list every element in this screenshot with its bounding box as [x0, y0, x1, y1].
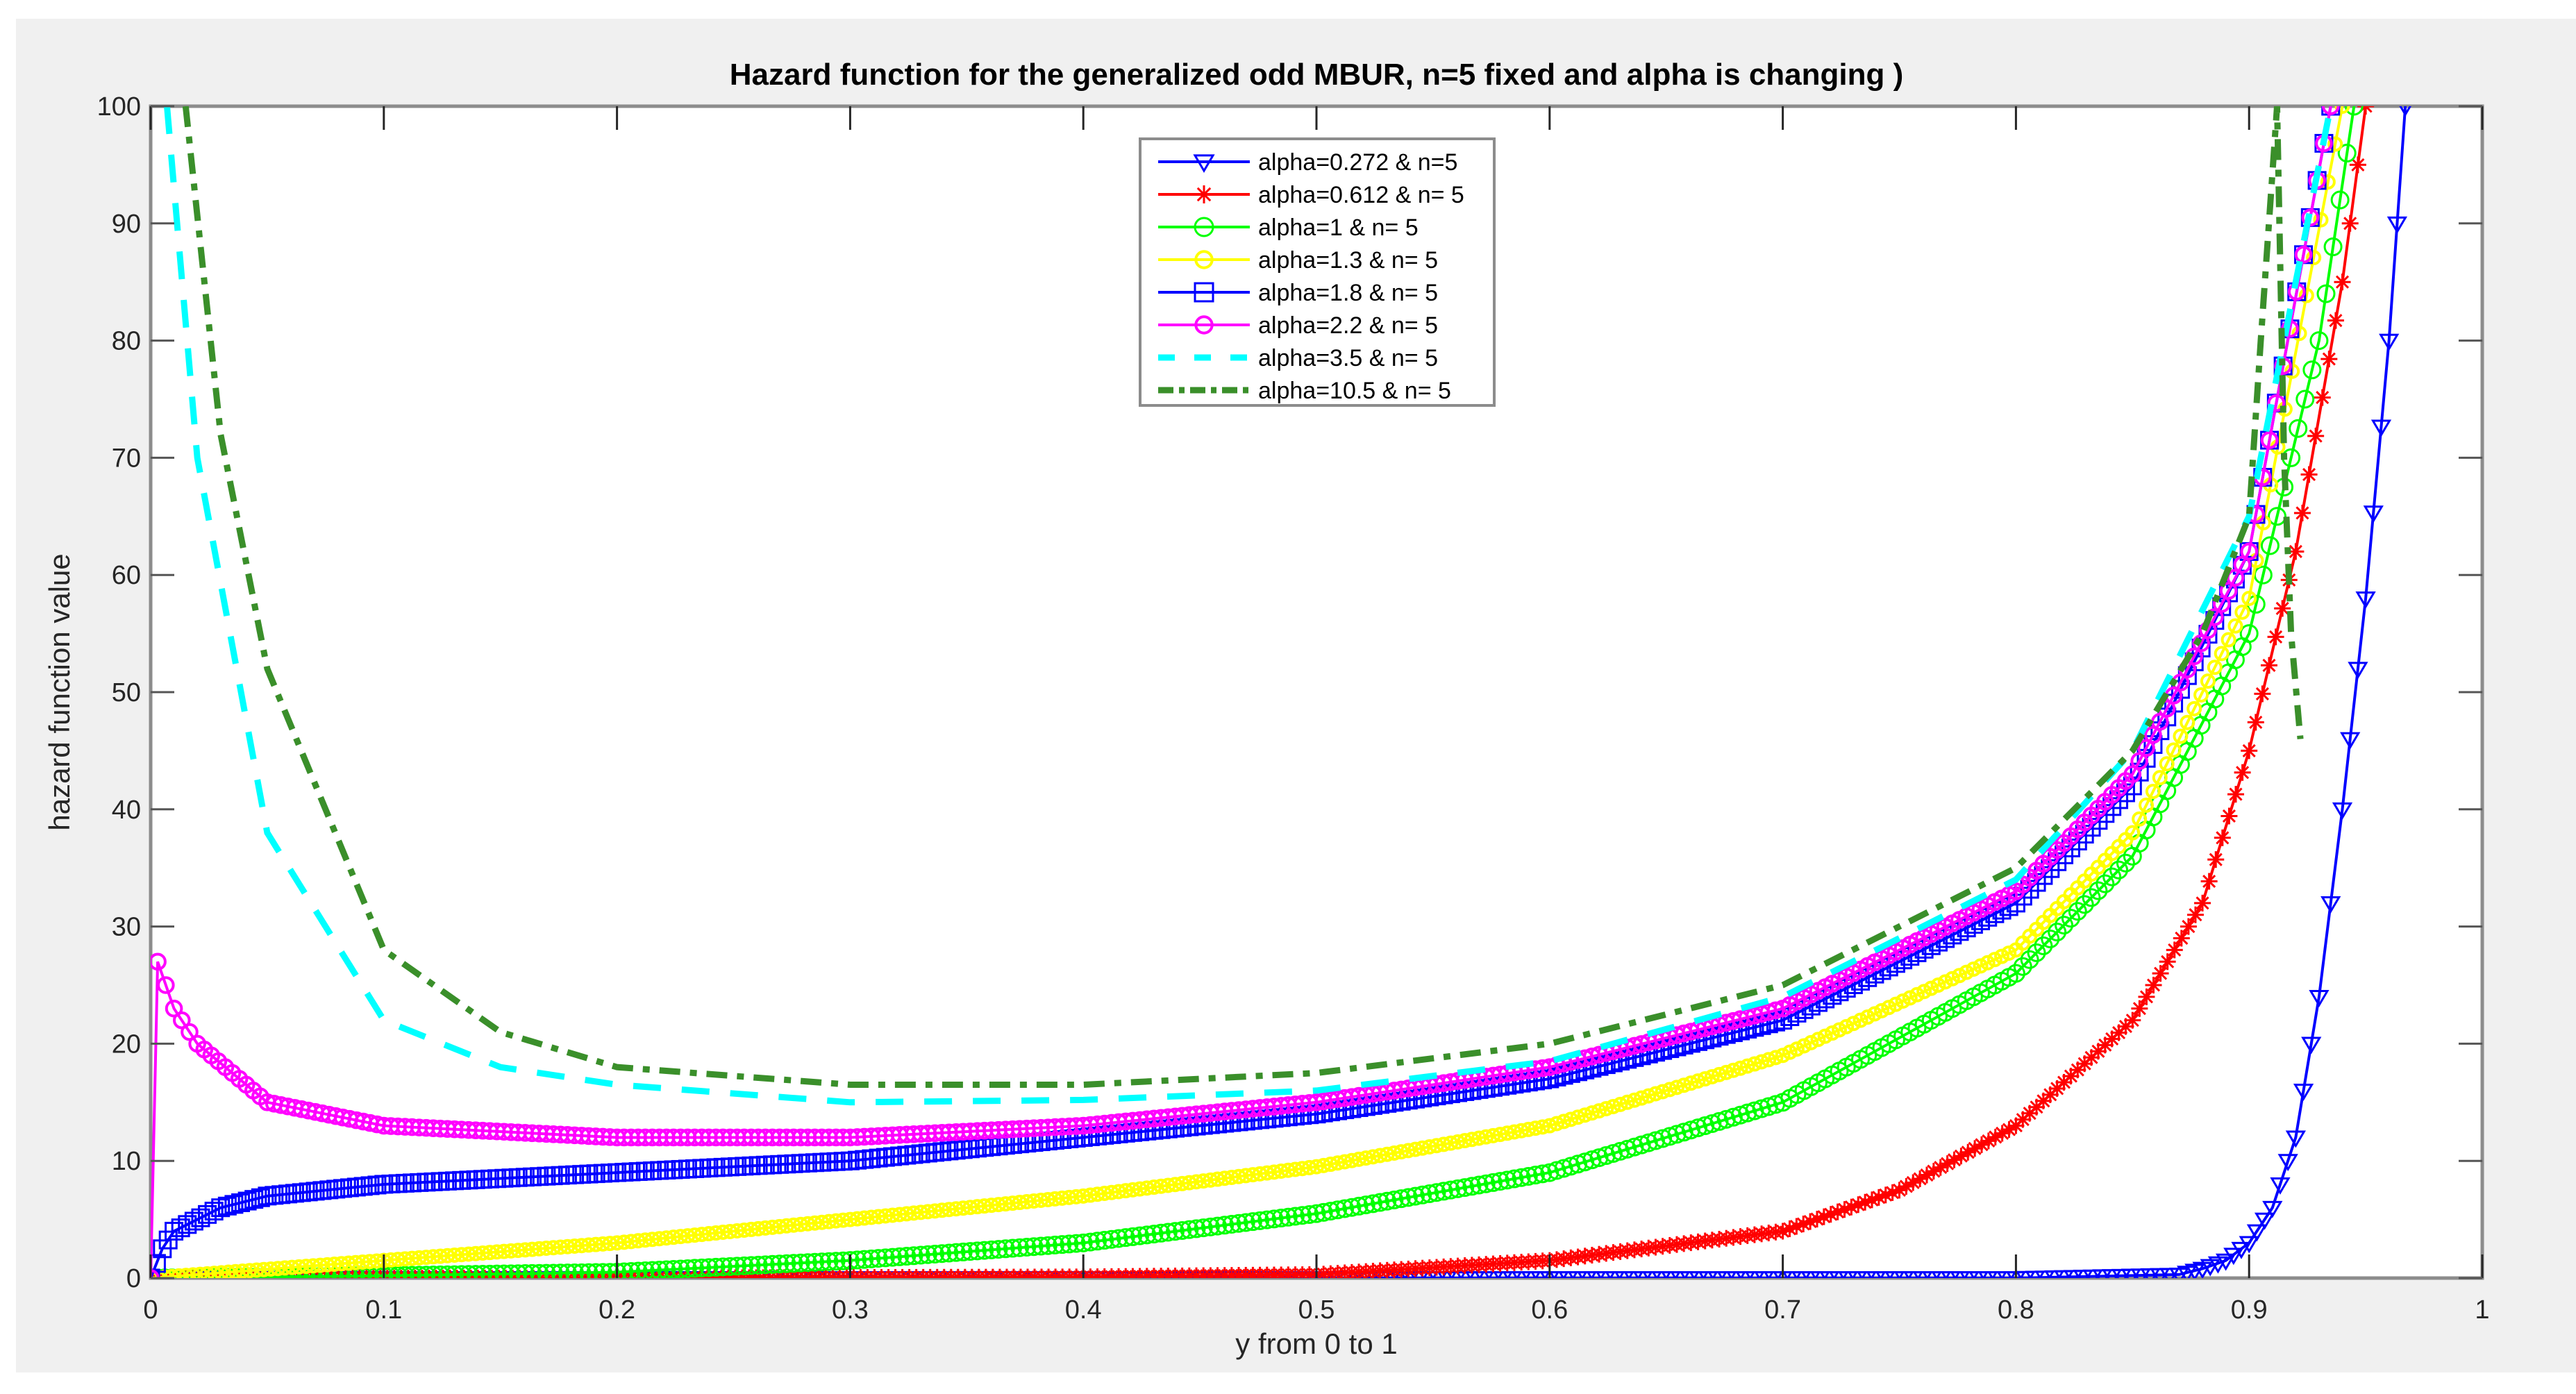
x-axis-label: y from 0 to 1 [1235, 1327, 1397, 1360]
legend-label: alpha=2.2 & n= 5 [1258, 312, 1438, 339]
legend-label: alpha=1 & n= 5 [1258, 215, 1419, 241]
y-tick-label: 60 [112, 561, 141, 590]
legend-item: alpha=0.612 & n= 5 [1158, 182, 1464, 208]
x-tick-label: 0.5 [1298, 1295, 1335, 1325]
legend-item: alpha=0.272 & n=5 [1158, 149, 1457, 176]
y-tick-label: 40 [112, 796, 141, 825]
x-tick-label: 0.2 [599, 1295, 635, 1325]
legend-item: alpha=1.8 & n= 5 [1158, 280, 1438, 306]
y-tick-label: 10 [112, 1147, 141, 1176]
legend-item: alpha=1 & n= 5 [1158, 215, 1419, 241]
legend-label: alpha=0.272 & n=5 [1258, 149, 1457, 176]
chart-title: Hazard function for the generalized odd … [730, 58, 1904, 92]
legend-item: alpha=2.2 & n= 5 [1158, 312, 1438, 339]
x-tick-label: 0.9 [2231, 1295, 2268, 1325]
y-tick-label: 100 [97, 92, 141, 121]
legend-label: alpha=1.8 & n= 5 [1258, 280, 1438, 306]
x-tick-label: 0.7 [1764, 1295, 1801, 1325]
y-tick-label: 20 [112, 1030, 141, 1059]
x-tick-label: 0 [143, 1295, 158, 1325]
series-5 [151, 106, 2340, 1278]
axis-ticks: 0 0.1 0.2 0.3 0.4 0.5 0.6 0.7 0.8 0.9 101020304050… [97, 92, 2490, 1325]
y-tick-label: 0 [126, 1264, 141, 1293]
series-6 [164, 106, 2334, 1106]
legend-box [1139, 137, 1496, 407]
y-tick-label: 70 [112, 444, 141, 473]
x-tick-label: 0.1 [365, 1295, 402, 1325]
x-tick-label: 0.6 [1531, 1295, 1568, 1325]
series-layer [151, 106, 2411, 1278]
x-tick-label: 0.4 [1065, 1295, 1102, 1325]
legend-item: alpha=3.5 & n= 5 [1158, 345, 1438, 371]
x-tick-label: 0.8 [1998, 1295, 2034, 1325]
y-tick-label: 80 [112, 327, 141, 356]
y-tick-label: 30 [112, 913, 141, 942]
series-7 [182, 106, 2304, 1088]
y-tick-label: 90 [112, 210, 141, 239]
x-tick-label: 0.3 [832, 1295, 869, 1325]
y-tick-label: 50 [112, 678, 141, 707]
x-tick-label: 1 [2475, 1295, 2489, 1325]
legend-item: alpha=1.3 & n= 5 [1158, 247, 1438, 274]
series-3 [151, 106, 2350, 1278]
legend-label: alpha=1.3 & n= 5 [1258, 247, 1438, 274]
legend-item: alpha=10.5 & n= 5 [1158, 378, 1451, 404]
y-axis-label: hazard function value [43, 553, 76, 830]
legend-label: alpha=3.5 & n= 5 [1258, 345, 1438, 371]
series-2 [151, 106, 2364, 1278]
legend-label: alpha=0.612 & n= 5 [1258, 182, 1464, 208]
legend-label: alpha=10.5 & n= 5 [1258, 378, 1451, 404]
legend: alpha=0.272 & n=5 alpha=0.612 & n= 5 alpha… [1139, 137, 1496, 407]
